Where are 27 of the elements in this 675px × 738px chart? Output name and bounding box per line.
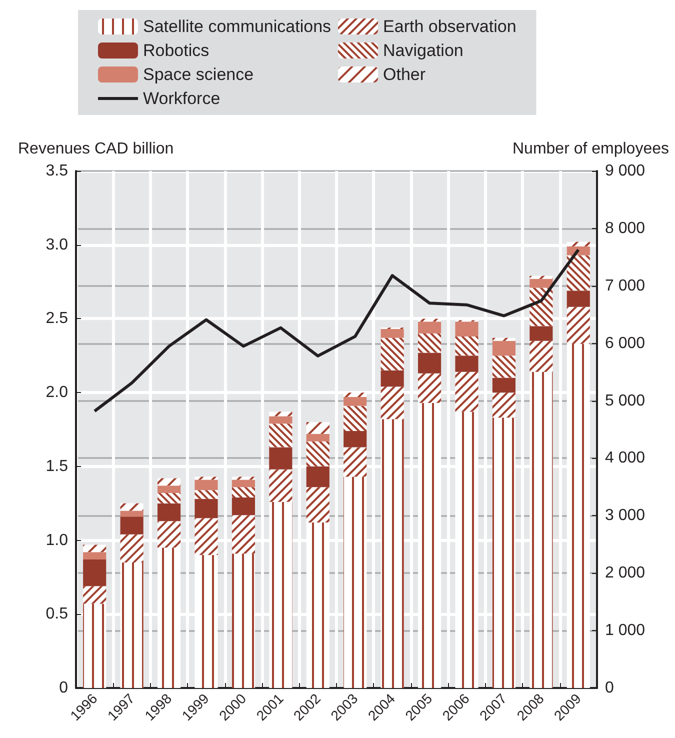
y-tick-label: 3.0	[46, 236, 68, 254]
y-axis-title: Revenues CAD billion	[18, 140, 174, 158]
legend-label: Workforce	[143, 89, 220, 108]
y2-tick-label: 7 000	[605, 277, 646, 294]
legend-label: Navigation	[383, 41, 464, 60]
y-tick-label: 1.5	[46, 458, 68, 475]
legend-label: Earth observation	[383, 17, 516, 36]
y2-tick-label: 3 000	[605, 507, 646, 524]
y-tick-label: 3.5	[46, 162, 68, 180]
y-tick-label: 2.0	[46, 384, 68, 402]
y2-tick-label: 4 000	[605, 450, 646, 467]
y2-tick-label: 8 000	[605, 220, 646, 237]
y2-tick-label: 9 000	[605, 162, 646, 180]
legend-label: Space science	[143, 65, 254, 84]
legend-label: Other	[383, 65, 426, 84]
y2-tick-label: 0	[605, 680, 614, 696]
y-tick-label: 1.0	[46, 532, 68, 549]
y2-tick-label: 1 000	[605, 622, 646, 640]
y2-axis-title: Number of employees	[512, 140, 669, 158]
y2-tick-label: 2 000	[605, 564, 646, 582]
y2-tick-label: 6 000	[605, 334, 646, 352]
y2-tick-label: 5 000	[605, 392, 646, 410]
y-tick-label: 2.5	[46, 310, 68, 328]
legend-label: Robotics	[143, 41, 210, 60]
y-tick-label: 0	[59, 680, 68, 696]
legend-label: Satellite communications	[143, 17, 332, 36]
y-tick-label: 0.5	[46, 606, 68, 623]
